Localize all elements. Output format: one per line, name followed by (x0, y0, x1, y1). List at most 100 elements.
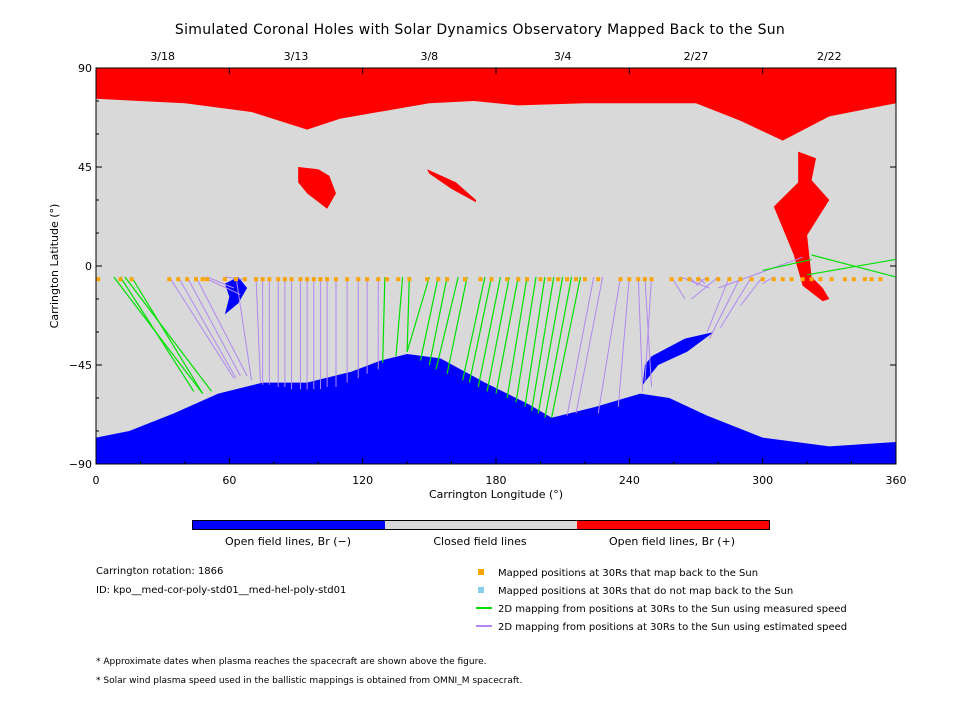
mapped-position-marker (205, 277, 210, 282)
mapped-position-marker (276, 277, 281, 282)
top-date-label: 2/27 (684, 50, 709, 63)
legend-measured: 2D mapping from positions at 30Rs to the… (498, 603, 847, 615)
measured-speed-mapping-line (419, 276, 439, 361)
mapped-position-marker (282, 277, 287, 282)
estimated-speed-mapping-line (195, 276, 248, 377)
chart-title: Simulated Coronal Holes with Solar Dynam… (174, 22, 786, 38)
measured-speed-mapping-line (462, 276, 486, 381)
mapped-position-marker (636, 277, 641, 282)
legend-estimated: 2D mapping from positions at 30Rs to the… (498, 621, 848, 633)
mapped-position-marker (565, 277, 570, 282)
mapped-position-marker (260, 277, 265, 282)
measured-speed-mapping-line (537, 276, 564, 414)
measured-speed-mapping-line (406, 276, 430, 352)
mapped-position-marker (771, 277, 776, 282)
y-tick-label: 0 (85, 260, 92, 273)
estimated-speed-mapping-line (708, 276, 741, 339)
measured-speed-mapping-line (131, 276, 204, 394)
mapped-position-marker (649, 277, 654, 282)
mapped-position-marker (760, 277, 765, 282)
measured-speed-mapping-line (515, 276, 537, 403)
estimated-speed-mapping-line (575, 276, 604, 414)
estimated-speed-mapping-line (186, 276, 241, 377)
mapped-position-marker (489, 277, 494, 282)
footnote-speed: * Solar wind plasma speed used in the ba… (96, 676, 523, 686)
measured-speed-mapping-line (477, 276, 502, 388)
top-date-label: 3/8 (420, 50, 438, 63)
estimated-speed-mapping-line (177, 276, 237, 379)
measured-speed-mapping-line (406, 276, 410, 352)
colorbar (192, 520, 770, 530)
mapped-position-marker (242, 277, 247, 282)
mapped-position-marker (829, 277, 834, 282)
mapped-position-marker (407, 277, 412, 282)
top-date-label: 3/18 (150, 50, 175, 63)
estimated-speed-mapping-line (566, 276, 595, 416)
measured-speed-mapping-line (124, 276, 213, 392)
colorbar-open-negative (193, 521, 385, 529)
mapped-position-marker (356, 277, 361, 282)
y-tick-label: 45 (78, 161, 92, 174)
mapped-position-marker (185, 277, 190, 282)
measured-speed-mapping-line (524, 276, 546, 407)
mapped-position-marker (678, 277, 683, 282)
mapped-position-marker (289, 277, 294, 282)
mapped-position-marker (445, 277, 450, 282)
estimated-speed-mapping-line (597, 276, 621, 414)
positive-coronal-hole-patch (427, 169, 476, 203)
mapped-position-marker (809, 277, 814, 282)
mapped-position-marker (716, 277, 721, 282)
mapped-position-marker (376, 277, 381, 282)
mapped-position-marker (547, 277, 552, 282)
mapped-position-marker (687, 277, 692, 282)
measured-speed-mapping-line (807, 258, 896, 276)
mapped-position-marker (194, 277, 198, 282)
top-date-label: 2/22 (817, 50, 842, 63)
mapped-position-marker (505, 277, 510, 282)
measured-speed-mapping-line (811, 254, 896, 278)
measured-speed-mapping-line (446, 276, 468, 374)
mapped-position-marker (818, 277, 823, 282)
y-tick-label: 90 (78, 62, 92, 75)
mapped-position-marker (222, 277, 227, 282)
mapped-position-marker (385, 277, 390, 282)
mapped-position-marker (345, 277, 350, 282)
mapped-position-marker (118, 277, 123, 282)
mapped-position-marker (556, 277, 561, 282)
top-date-label: 3/13 (284, 50, 309, 63)
x-tick-label: 180 (486, 474, 507, 487)
measured-speed-mapping-line (544, 276, 573, 418)
mapped-position-marker (325, 277, 330, 282)
estimated-speed-mapping-line (235, 276, 253, 381)
positive-coronal-hole-patch (773, 151, 830, 302)
mapped-position-marker (234, 277, 238, 282)
measured-speed-mapping-line (468, 276, 493, 383)
measured-speed-mapping-line (506, 276, 528, 399)
mapped-position-marker (525, 277, 530, 282)
mapped-position-marker (582, 277, 587, 282)
estimated-speed-mapping-line (206, 276, 234, 289)
mapped-position-marker (311, 277, 316, 282)
mapped-position-marker (176, 277, 181, 282)
mapped-position-marker (462, 277, 467, 282)
colorbar-closed (385, 521, 577, 529)
estimated-speed-mapping-line (255, 276, 261, 383)
measured-speed-mapping-line (550, 276, 582, 418)
estimated-speed-mapping-line (706, 276, 730, 333)
x-axis-label: Carrington Longitude (°) (429, 488, 563, 501)
measured-speed-mapping-line (495, 276, 519, 394)
estimated-speed-mapping-line (720, 276, 752, 328)
colorbar-open-positive (577, 521, 769, 529)
mapped-position-marker (425, 277, 430, 282)
legend-not-mapped-marker (478, 587, 484, 593)
mapped-position-marker (869, 277, 874, 282)
mapped-position-marker (305, 277, 310, 282)
mapped-position-marker (436, 277, 441, 282)
mapped-position-marker (780, 277, 785, 282)
mapped-position-marker (705, 277, 710, 282)
carrington-rotation: Carrington rotation: 1866 (96, 566, 224, 577)
mapped-position-marker (267, 277, 272, 282)
mapped-position-marker (318, 277, 323, 282)
mapped-position-marker (669, 277, 674, 282)
